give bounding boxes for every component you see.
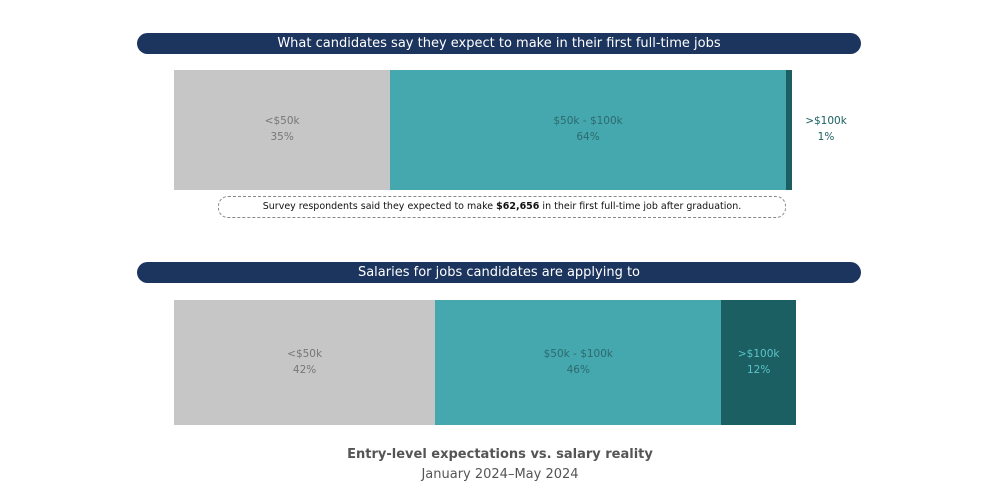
- bar-segment: [435, 300, 722, 425]
- value-label: 64%: [576, 131, 600, 143]
- annotation-pre: Survey respondents said they expected to…: [262, 201, 497, 212]
- category-label: $50k - $100k: [553, 115, 623, 127]
- segment-label: <$50k 42%: [287, 346, 322, 378]
- chart-1-bar: <$50k 35% $50k - $100k 64% >$100k 1%: [174, 70, 847, 190]
- bar-segment: [785, 70, 792, 190]
- footer-subtitle: January 2024–May 2024: [421, 467, 579, 482]
- value-label: 42%: [292, 364, 317, 376]
- value-label: 1%: [817, 131, 835, 143]
- segment-label: <$50k 35%: [265, 113, 300, 145]
- chart-2-title: Salaries for jobs candidates are applyin…: [137, 262, 861, 283]
- chart-2-bar: <$50k 42% $50k - $100k 46% >$100k 12%: [174, 300, 796, 425]
- bar-segment: [721, 300, 796, 425]
- annotation-value: $62,656: [496, 201, 540, 212]
- category-label: >$100k: [805, 115, 847, 127]
- bar-segment: [174, 300, 436, 425]
- segment-label: $50k - $100k 64%: [553, 113, 622, 145]
- annotation: Survey respondents said they expected to…: [218, 196, 786, 218]
- value-label: 12%: [746, 364, 771, 376]
- segment-label: >$100k 12%: [738, 346, 780, 378]
- bar-segment: [174, 70, 391, 190]
- segment-label: $50k - $100k 46%: [544, 346, 613, 378]
- value-label: 46%: [566, 364, 590, 376]
- footer-title: Entry-level expectations vs. salary real…: [347, 447, 653, 462]
- chart-1-title: What candidates say they expect to make …: [137, 33, 861, 54]
- annotation-post: in their first full-time job after gradu…: [539, 201, 742, 212]
- bar-segment: [390, 70, 786, 190]
- segment-label: >$100k 1%: [805, 113, 847, 145]
- category-label: <$50k: [287, 348, 323, 360]
- category-label: $50k - $100k: [543, 348, 613, 360]
- category-label: >$100k: [737, 348, 780, 360]
- category-label: <$50k: [264, 115, 300, 127]
- value-label: 35%: [270, 131, 294, 143]
